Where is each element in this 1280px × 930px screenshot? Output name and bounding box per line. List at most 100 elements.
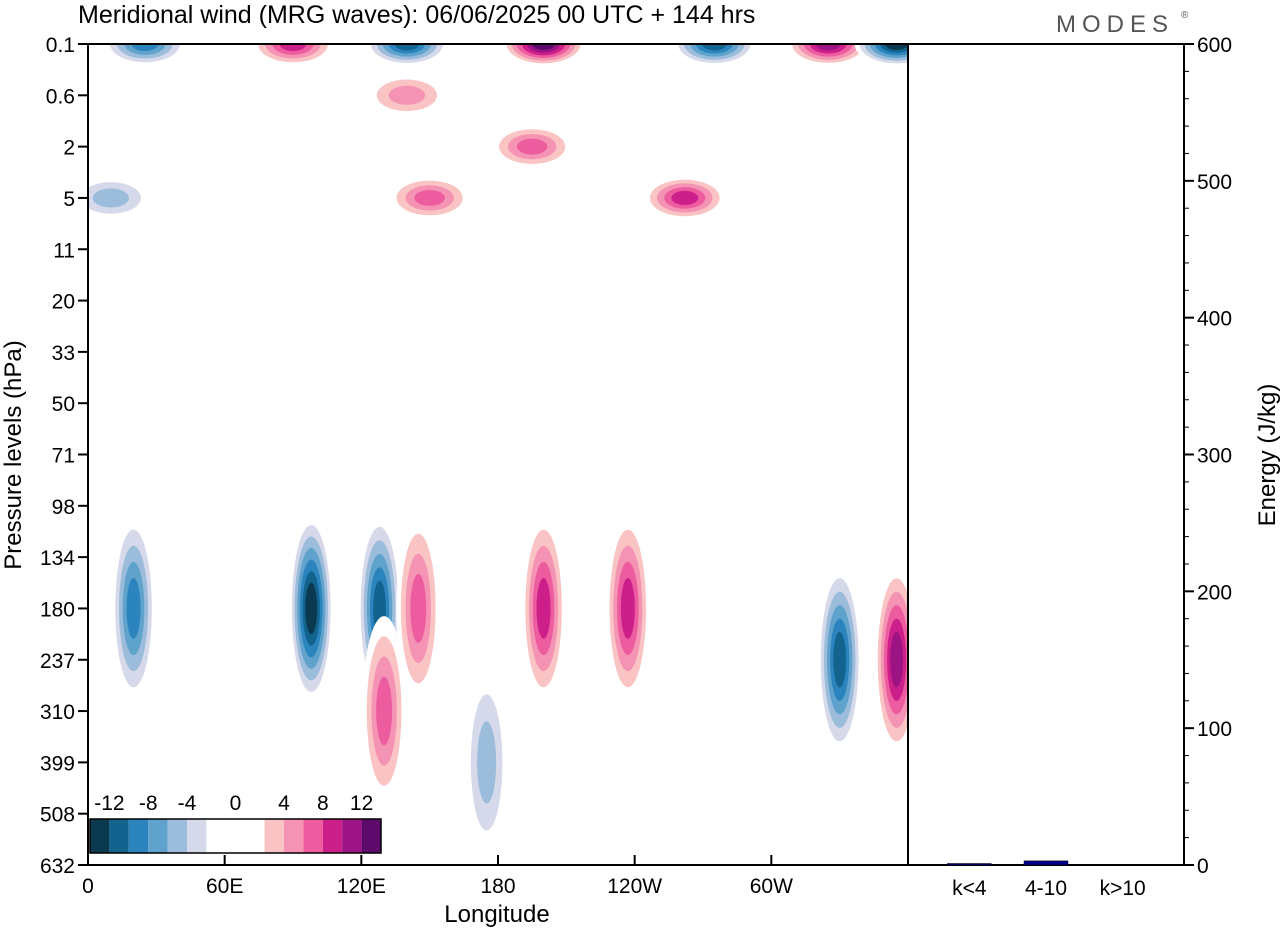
wind-anomaly (501, 44, 586, 66)
contour-band (532, 44, 555, 50)
energy-tick-label: 500 (1197, 171, 1232, 194)
wind-anomaly (364, 73, 449, 118)
wind-anomaly (289, 513, 334, 704)
colorbar-swatch (245, 819, 265, 853)
contour-band (620, 578, 635, 639)
wind-anomaly (521, 513, 566, 704)
wind-anomaly (490, 124, 575, 169)
x-tick-label: 120W (607, 875, 662, 898)
wind-anomaly (251, 44, 335, 66)
y-tick-label: 11 (53, 239, 75, 262)
colorbar-swatch (187, 819, 207, 853)
colorbar-swatch (225, 819, 246, 853)
colorbar-label: -4 (178, 792, 197, 815)
contour-band (131, 44, 159, 52)
wind-anomaly (364, 44, 449, 66)
energy-tick-label: 200 (1197, 581, 1232, 604)
y-tick-label: 632 (40, 855, 75, 878)
wind-anomaly (672, 44, 757, 66)
colorbar-swatch (167, 819, 187, 853)
contour-band (516, 138, 548, 155)
colorbar-label: -8 (139, 792, 158, 815)
energy-axis-label: Energy (J/kg) (1254, 384, 1280, 527)
contour-band (394, 44, 420, 51)
colorbar-swatch (361, 819, 381, 853)
energy-category-label: 4-10 (1025, 877, 1067, 900)
wind-anomaly (464, 667, 509, 858)
wind-anomaly (874, 564, 908, 755)
colorbar-swatch (128, 819, 149, 853)
colorbar-swatch (264, 819, 284, 853)
colorbar-label: 0 (230, 792, 242, 815)
contour-band (279, 44, 307, 52)
wind-anomaly (387, 175, 472, 220)
contour-band (92, 188, 129, 208)
colorbar-label: 4 (278, 792, 290, 815)
x-tick-label: 180 (480, 875, 515, 898)
y-tick-label: 237 (40, 650, 75, 673)
contour-band (477, 721, 497, 804)
energy-bars: k<4 4-10 k>10 (947, 860, 1146, 900)
colorbar-label: 12 (350, 792, 373, 815)
x-axis-label: Longitude (444, 901, 549, 928)
y-tick-label: 0.1 (46, 34, 75, 57)
longitude-axis: 0 60E 120E 180 120W 60W (82, 855, 793, 898)
contour-band (885, 44, 908, 50)
wind-anomaly (786, 44, 871, 66)
wind-anomaly (111, 513, 156, 704)
x-tick-label: 60W (750, 875, 793, 898)
y-tick-label: 0.6 (46, 85, 75, 108)
y-tick-label: 399 (40, 752, 75, 775)
y-tick-label: 33 (52, 342, 75, 365)
wind-anomaly (102, 44, 187, 66)
x-tick-label: 120E (337, 875, 386, 898)
wind-anomaly (396, 513, 441, 704)
colorbar-swatch (206, 819, 226, 853)
energy-bar (1023, 860, 1069, 866)
contour-band (702, 44, 727, 51)
energy-category-label: k<4 (952, 877, 987, 900)
colorbar-swatch (284, 819, 304, 853)
y-tick-label: 508 (40, 804, 75, 827)
y-tick-label: 50 (52, 393, 75, 416)
wind-anomaly (605, 513, 650, 704)
energy-tick-label: 0 (1197, 855, 1209, 878)
contour-band (410, 574, 427, 643)
pressure-axis: 0.1 0.6 2 5 11 20 33 50 71 98 134 180 237 310 399 508 63… (40, 34, 88, 878)
y-tick-label: 5 (63, 188, 75, 211)
colorbar-label: 8 (317, 792, 329, 815)
colorbar-swatch (342, 819, 362, 853)
wind-anomaly (498, 256, 543, 447)
colorbar-frame (89, 818, 382, 854)
contour-band (388, 85, 426, 105)
contour-band (671, 190, 699, 205)
y-tick-label: 20 (52, 291, 75, 314)
contour-band (833, 632, 847, 688)
hovmoller-heatmap (88, 44, 908, 865)
y-tick-label: 134 (40, 547, 75, 570)
colorbar: -12 -8 -4 0 4 8 12 (89, 792, 382, 854)
colorbar-swatch (322, 819, 343, 853)
y-tick-label: 71 (52, 445, 75, 468)
chart-title: Meridional wind (MRG waves): 06/06/2025 … (78, 1, 755, 29)
contour-band (816, 44, 841, 51)
y-tick-label: 180 (40, 598, 75, 621)
colorbar-label: -12 (94, 792, 124, 815)
colorbar-swatch (109, 819, 129, 853)
x-tick-label: 60E (206, 875, 243, 898)
contour-band (376, 676, 393, 746)
energy-category-label: k>10 (1100, 877, 1146, 900)
wind-anomaly (88, 175, 153, 220)
colorbar-swatch (303, 819, 323, 853)
y-axis-label: Pressure levels (hPa) (0, 340, 27, 569)
y-tick-label: 98 (52, 496, 75, 519)
energy-tick-label: 600 (1197, 34, 1232, 57)
wind-anomaly (642, 175, 727, 220)
energy-frame (907, 43, 1185, 866)
x-tick-label: 0 (82, 875, 94, 898)
wind-anomaly (362, 616, 407, 807)
contour-band (126, 578, 141, 639)
energy-tick-label: 100 (1197, 718, 1232, 741)
contour-band (414, 189, 445, 206)
